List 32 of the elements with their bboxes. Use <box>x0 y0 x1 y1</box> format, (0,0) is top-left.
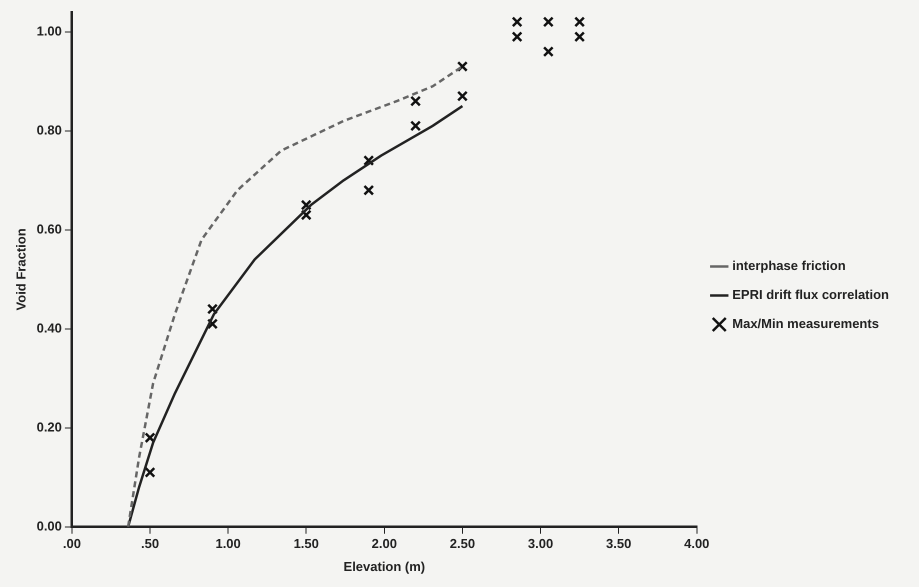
y-tick-label: 0.00 <box>36 518 62 534</box>
y-tick-label: 1.00 <box>36 23 62 38</box>
y-tick-label: 0.20 <box>36 419 62 434</box>
point <box>574 16 586 28</box>
x-tick-label: .00 <box>62 536 81 552</box>
x-tick-label: 2.50 <box>450 536 476 552</box>
legend-label: Max/Min measurements <box>732 316 879 332</box>
point <box>207 318 218 330</box>
x-tick-label: .50 <box>140 536 160 552</box>
point <box>574 31 586 42</box>
point <box>456 90 468 102</box>
x-tick-label: 2.00 <box>372 536 397 552</box>
x-axis-title: Elevation (m) <box>344 558 426 574</box>
point <box>512 31 523 42</box>
point <box>542 46 554 58</box>
y-tick-label: 0.60 <box>36 221 62 236</box>
x-tick-label: 1.50 <box>294 536 319 552</box>
point <box>363 184 374 196</box>
point <box>512 16 523 28</box>
point <box>542 16 554 28</box>
legend-label: EPRI drift flux correlation <box>732 287 890 302</box>
y-tick-label: 0.40 <box>36 320 62 336</box>
x-tick-label: 4.00 <box>684 536 710 552</box>
x-tick-label: 3.00 <box>528 536 554 552</box>
point <box>410 96 422 107</box>
point <box>410 120 422 132</box>
point <box>144 466 156 478</box>
y-axis-title: Void Fraction <box>13 228 28 310</box>
x-tick-label: 1.00 <box>215 536 241 552</box>
legend-label: interphase friction <box>732 258 846 274</box>
x-tick-label: 3.50 <box>606 536 632 552</box>
y-tick-label: 0.80 <box>36 122 62 138</box>
